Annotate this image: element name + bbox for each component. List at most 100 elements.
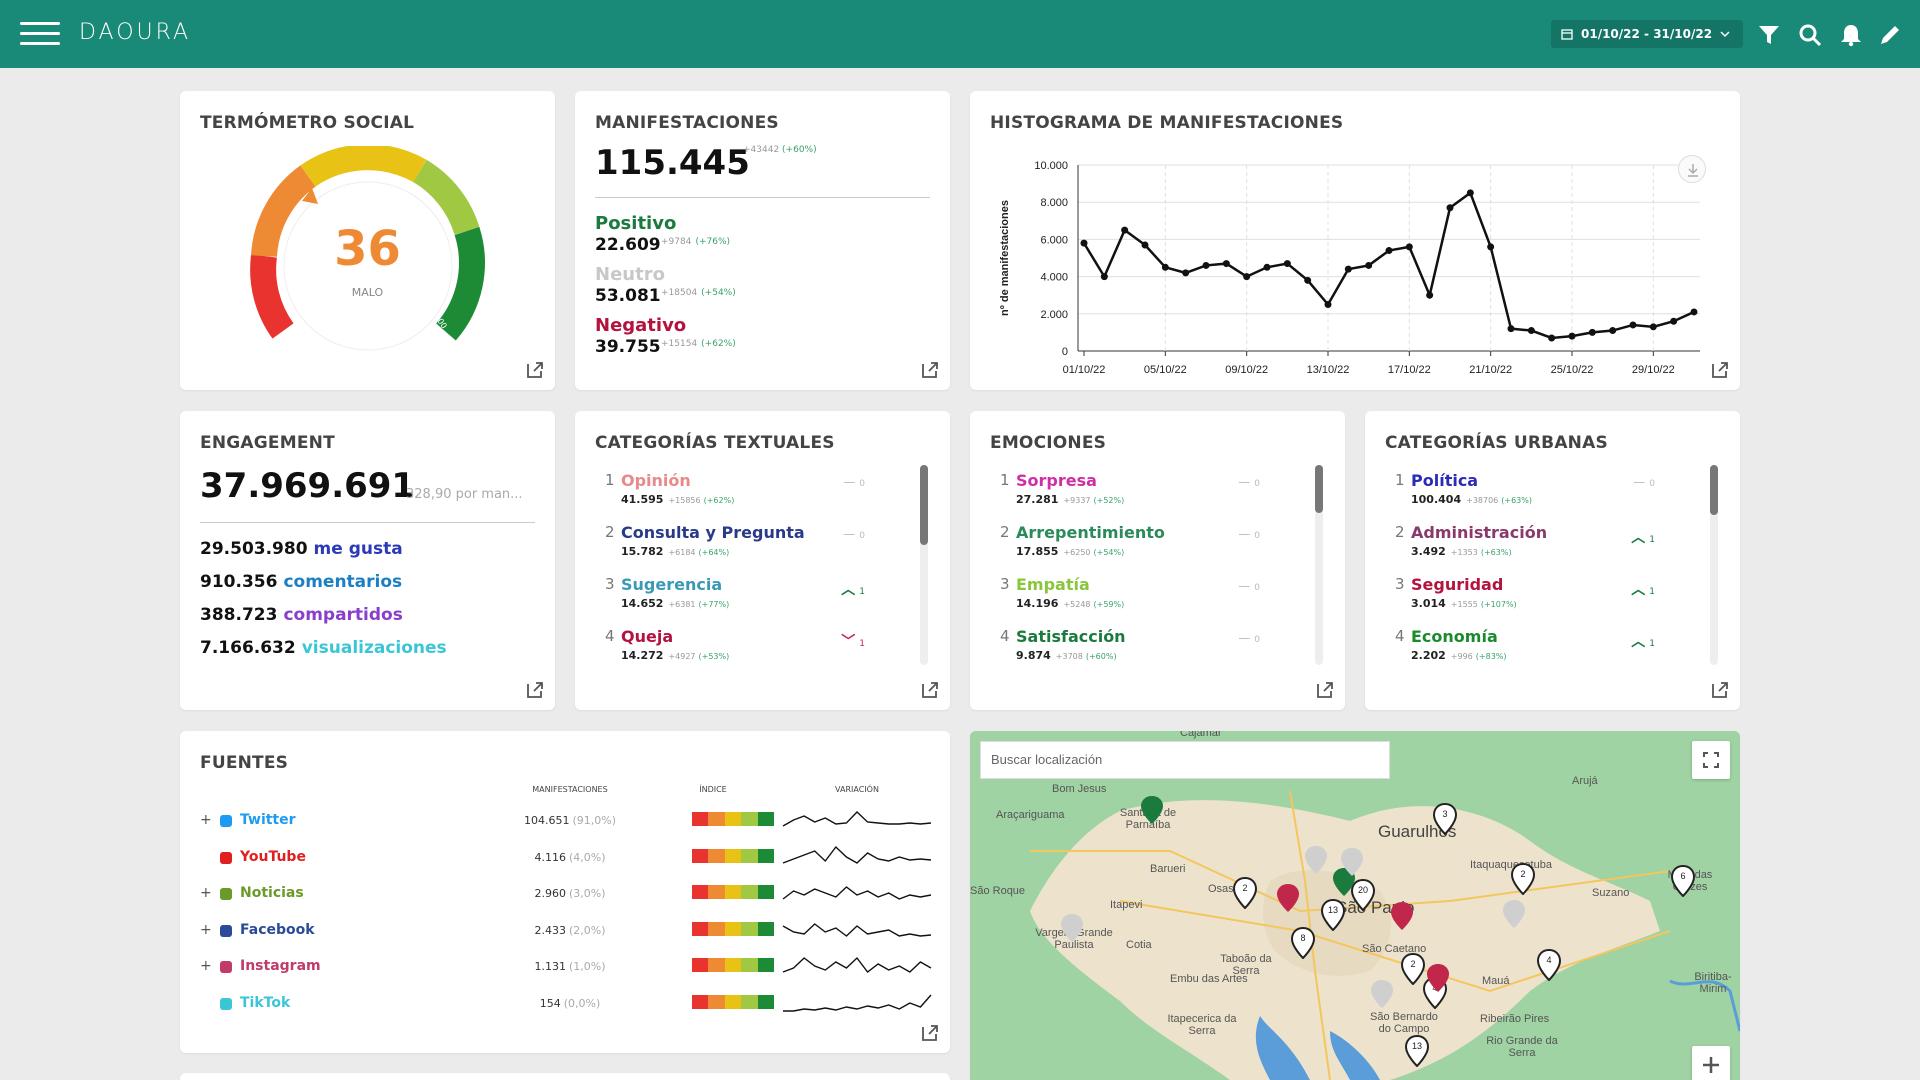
source-value-wrap: 2.960 (3,0%): [500, 887, 640, 900]
scrollbar-thumb[interactable]: [1315, 465, 1323, 513]
category-delta: +38706: [1466, 496, 1499, 505]
open-external-icon[interactable]: [920, 1023, 940, 1043]
source-row[interactable]: TikTok 154 (0,0%): [200, 989, 932, 1019]
fuentes-title: FUENTES: [200, 753, 289, 773]
map-pin-icon[interactable]: [1140, 795, 1164, 825]
search-icon[interactable]: [1797, 22, 1823, 48]
category-item[interactable]: 2 Consulta y Pregunta 15.782 +6184 (+64%) —0: [605, 523, 865, 567]
map-marker[interactable]: 2: [1400, 952, 1426, 986]
pencil-icon[interactable]: [1877, 22, 1903, 48]
expand-icon[interactable]: +: [200, 921, 212, 938]
map-marker[interactable]: 13: [1404, 1034, 1430, 1068]
sentiment-pct: (+54%): [701, 288, 736, 298]
category-value: 3.014: [1411, 597, 1446, 610]
expand-icon[interactable]: +: [200, 812, 212, 828]
trend-change: 0: [859, 479, 865, 489]
category-rank: 1: [605, 471, 615, 489]
open-external-icon[interactable]: [525, 680, 545, 700]
map-pin-icon[interactable]: [1060, 913, 1084, 943]
map-marker[interactable]: 2: [1510, 862, 1536, 896]
category-item[interactable]: 3 Empatía 14.196 +5248 (+59%) —0: [1000, 575, 1260, 619]
download-icon: [1688, 164, 1698, 177]
source-value: 104.651: [523, 814, 570, 827]
open-external-icon[interactable]: [1710, 680, 1730, 700]
open-external-icon[interactable]: [525, 360, 545, 380]
source-pct: (1,0%): [568, 960, 606, 973]
date-range-picker[interactable]: 01/10/22 - 31/10/22: [1551, 20, 1743, 48]
category-item[interactable]: 3 Seguridad 3.014 +1555 (+107%) ︿ 1: [1395, 575, 1655, 619]
map-place-label: Araçariguama: [996, 809, 1065, 821]
map-pin-icon[interactable]: [1502, 899, 1526, 929]
map-marker[interactable]: 2: [1232, 876, 1258, 910]
map-pin-icon[interactable]: [1276, 883, 1300, 913]
category-item[interactable]: 1 Sorpresa 27.281 +9337 (+52%) —0: [1000, 471, 1260, 515]
total-delta: +43442: [743, 145, 780, 155]
map-marker[interactable]: 4: [1536, 948, 1562, 982]
scrollbar-thumb[interactable]: [1710, 465, 1718, 515]
menu-icon[interactable]: [20, 22, 60, 46]
map-pin-icon[interactable]: [1304, 845, 1328, 875]
map-pin-icon[interactable]: [1332, 867, 1356, 897]
category-item[interactable]: 2 Administración 3.492 +1353 (+63%) ︿ 1: [1395, 523, 1655, 567]
filter-icon[interactable]: [1756, 22, 1782, 48]
category-item[interactable]: 4 Economía 2.202 +996 (+83%) ︿ 1: [1395, 627, 1655, 671]
map-pin-icon: [1350, 878, 1376, 912]
engagement-value: 29.503.980: [200, 539, 308, 559]
category-pct: (+63%): [1501, 496, 1532, 505]
open-external-icon[interactable]: [920, 360, 940, 380]
trend-flat-icon: —: [843, 527, 856, 541]
zoom-in-button[interactable]: [1692, 1046, 1730, 1080]
data-point: [1222, 260, 1230, 268]
map-pin-icon[interactable]: [1390, 901, 1414, 931]
index-segment: [724, 921, 742, 936]
category-value-wrap: 3.492 +1353 (+63%): [1411, 545, 1512, 558]
open-external-icon[interactable]: [920, 680, 940, 700]
fullscreen-button[interactable]: [1692, 741, 1730, 779]
scrollbar[interactable]: [920, 465, 928, 665]
sentiment-label: Negativo: [595, 315, 687, 336]
category-item[interactable]: 1 Política 100.404 +38706 (+63%) —0: [1395, 471, 1655, 515]
map-marker[interactable]: 6: [1670, 864, 1696, 898]
category-item[interactable]: 2 Arrepentimiento 17.855 +6250 (+54%) —0: [1000, 523, 1260, 567]
source-row[interactable]: + Noticias 2.960 (3,0%): [200, 879, 932, 909]
download-button[interactable]: [1678, 155, 1706, 183]
source-row[interactable]: YouTube 4.116 (4,0%): [200, 843, 932, 873]
scrollbar-thumb[interactable]: [920, 465, 928, 545]
map-pin-icon[interactable]: [1426, 963, 1450, 993]
y-tick-label: 6.000: [1040, 234, 1068, 246]
source-pct: (91,0%): [572, 814, 617, 827]
source-row[interactable]: + Instagram 1.131 (1,0%): [200, 952, 932, 982]
open-external-icon[interactable]: [1710, 360, 1730, 380]
map-pin-icon[interactable]: [1370, 979, 1394, 1009]
histograma-card: HISTOGRAMA DE MANIFESTACIONES 0 2.000 4.00…: [970, 91, 1740, 390]
map-marker[interactable]: 20: [1350, 878, 1376, 912]
source-name: Twitter: [240, 812, 296, 828]
variation-sparkline: [782, 845, 932, 864]
data-point: [1487, 243, 1495, 251]
scrollbar[interactable]: [1315, 465, 1323, 665]
category-value-wrap: 17.855 +6250 (+54%): [1016, 545, 1124, 558]
map-pin-icon: [1432, 802, 1458, 836]
open-external-icon[interactable]: [1315, 680, 1335, 700]
scrollbar[interactable]: [1710, 465, 1718, 665]
source-row[interactable]: + Twitter 104.651 (91,0%): [200, 806, 932, 836]
index-segment: [708, 921, 725, 936]
map-pin-icon[interactable]: [1340, 847, 1364, 877]
data-point: [1304, 276, 1312, 284]
bell-icon[interactable]: [1838, 22, 1864, 48]
category-item[interactable]: 1 Opinión 41.595 +15856 (+62%) —0: [605, 471, 865, 515]
categorias-urbanas-card: CATEGORÍAS URBANAS 1 Política 100.404 +3870…: [1365, 411, 1740, 710]
variation-sparkline: [782, 922, 932, 937]
category-item[interactable]: 4 Satisfacción 9.874 +3708 (+60%) —0: [1000, 627, 1260, 671]
source-row[interactable]: + Facebook 2.433 (2,0%): [200, 916, 932, 946]
expand-icon[interactable]: +: [200, 958, 212, 974]
category-pct: (+59%): [1093, 600, 1125, 609]
map-search-input[interactable]: Buscar localización: [980, 741, 1390, 779]
category-item[interactable]: 4 Queja 14.272 +4927 (+53%) ﹀ 1: [605, 627, 865, 671]
expand-icon[interactable]: +: [200, 885, 212, 901]
category-item[interactable]: 3 Sugerencia 14.652 +6381 (+77%) ︿ 1: [605, 575, 865, 619]
map-card[interactable]: Buscar localización Cajamar Bom Jesus Sant…: [970, 731, 1740, 1080]
map-marker[interactable]: 3: [1432, 802, 1458, 836]
map-marker[interactable]: 13: [1320, 898, 1346, 932]
map-marker[interactable]: 8: [1290, 926, 1316, 960]
